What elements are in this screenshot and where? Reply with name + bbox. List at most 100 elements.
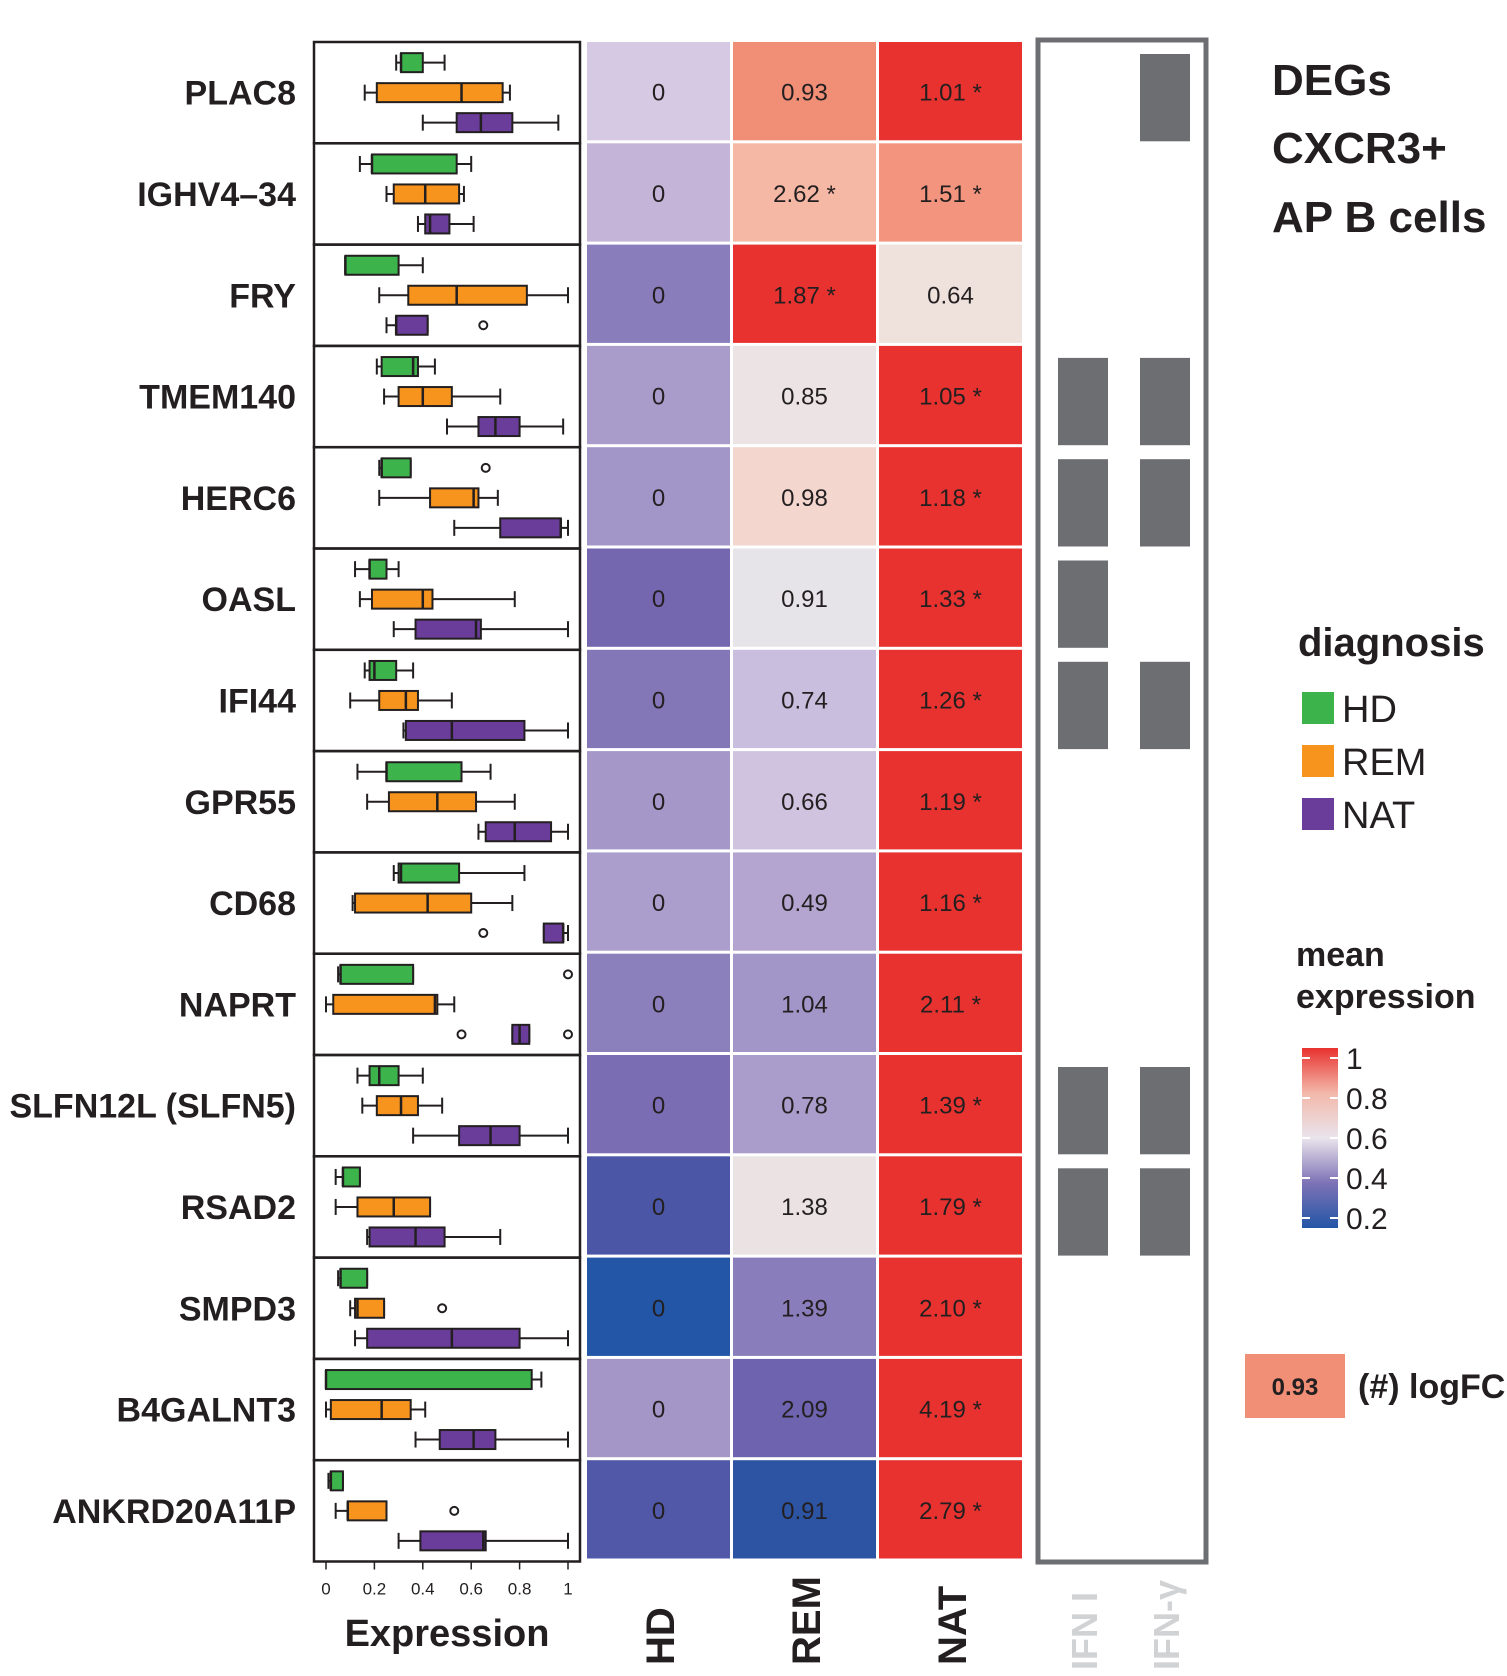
heatmap-cell — [733, 852, 876, 951]
title: DEGs CXCR3+ AP B cells — [1272, 56, 1486, 242]
diagnosis-legend: diagnosis HD REM NAT — [1298, 621, 1485, 837]
ifn-column-label: IFN-γ — [1146, 1580, 1187, 1670]
box-nat — [484, 821, 553, 843]
gene-label: IFI44 — [219, 682, 297, 720]
box-rem — [329, 1399, 412, 1421]
heatmap-cell — [879, 244, 1022, 343]
heatmap-cell-value: 0 — [652, 789, 665, 816]
heatmap-cell-value: 1.16 * — [919, 890, 982, 917]
heatmap-cell-value: 1.87 * — [773, 282, 836, 309]
x-tick-label: 0.2 — [363, 1580, 387, 1599]
legend-label-nat: NAT — [1342, 795, 1415, 837]
x-tick-label: 0 — [321, 1580, 330, 1599]
heatmap-cell-value: 0.74 — [781, 687, 828, 714]
heatmap-cell — [587, 42, 730, 141]
outlier-point — [480, 462, 491, 473]
box-hd — [329, 1470, 344, 1492]
ifng-mark — [1140, 1067, 1190, 1155]
heatmap-cell-value: 1.51 * — [919, 181, 982, 208]
heatmap-cell-value: 0.91 — [781, 1498, 828, 1525]
heatmap-cell-value: 1.01 * — [919, 80, 982, 107]
gene-label: SLFN12L (SLFN5) — [9, 1088, 296, 1126]
box-rem — [354, 892, 473, 914]
box-rem — [397, 386, 453, 408]
box-hd — [339, 963, 415, 985]
box-hd — [385, 761, 463, 783]
heatmap-cell — [879, 1156, 1022, 1255]
heatmap-cell-value: 0 — [652, 80, 665, 107]
heatmap-cell — [587, 852, 730, 951]
heatmap-cell — [587, 143, 730, 242]
heatmap-cell-value: 2.10 * — [919, 1295, 982, 1322]
heatmap-column-label: NAT — [931, 1586, 975, 1665]
outlier-point — [563, 1029, 573, 1040]
heatmap-cell — [879, 447, 1022, 546]
outlier-point — [478, 320, 489, 331]
heatmap-cell-value: 0.93 — [781, 80, 828, 107]
heatmap-cell-value: 2.11 * — [920, 991, 981, 1018]
colorbar-tick-label: 0.2 — [1346, 1203, 1388, 1236]
title-line-1: DEGs — [1272, 56, 1392, 105]
gene-label: RSAD2 — [181, 1189, 296, 1227]
colorbar-tick-label: 1 — [1346, 1043, 1363, 1076]
heatmap-cell-value: 2.79 * — [919, 1498, 982, 1525]
legend-label-rem: REM — [1342, 742, 1426, 784]
heatmap-cell — [733, 1460, 876, 1559]
gene-label: GPR55 — [185, 784, 297, 822]
heatmap-cell — [733, 244, 876, 343]
ifn-panel: IFN I IFN-γ — [1035, 37, 1209, 1670]
box-hd — [368, 659, 398, 681]
box-nat — [499, 517, 562, 539]
gene-label: IGHV4–34 — [137, 176, 296, 214]
box-nat — [414, 618, 482, 640]
heatmap-cell-value: 0 — [652, 485, 665, 512]
x-tick-label: 0.6 — [459, 1580, 483, 1599]
box-nat — [395, 314, 429, 336]
box-rem — [375, 1095, 419, 1117]
heatmap-cell — [587, 447, 730, 546]
box-hd — [400, 52, 424, 74]
colorbar-ticks: 1 0.8 0.6 0.4 0.2 — [1302, 1043, 1388, 1236]
colorbar-tick-label: 0.4 — [1346, 1163, 1388, 1196]
heatmap-cell — [879, 751, 1022, 850]
outlier-point — [437, 1303, 448, 1314]
heatmap-cell — [587, 649, 730, 749]
diagnosis-legend-title: diagnosis — [1298, 621, 1485, 665]
box-nat — [542, 922, 565, 944]
box-hd — [344, 254, 400, 276]
outlier-point — [478, 928, 489, 939]
title-line-2: CXCR3+ — [1272, 124, 1447, 173]
boxplot-axis: 0 0.2 0.4 0.6 0.8 1 Expression — [321, 1560, 573, 1655]
box-rem — [429, 487, 480, 509]
box-rem — [387, 791, 478, 813]
heatmap-cell-value: 0 — [652, 181, 665, 208]
heatmap-column-label: HD — [639, 1607, 683, 1665]
box-rem — [407, 284, 528, 306]
legend-swatch-rem — [1302, 745, 1334, 777]
heatmap-cell-value: 0.78 — [781, 1093, 828, 1120]
box-rem — [346, 1500, 388, 1522]
heatmap-cell — [587, 1460, 730, 1559]
outlier-point — [456, 1029, 467, 1040]
box-rem — [370, 588, 434, 610]
heatmap-cell-value: 0.91 — [781, 586, 828, 613]
gene-label: TMEM140 — [139, 379, 296, 417]
x-axis-title: Expression — [345, 1613, 550, 1655]
heatmap-cell — [733, 649, 876, 749]
heatmap-cell — [733, 1156, 876, 1255]
legend-swatch-hd — [1302, 692, 1334, 724]
x-tick-label: 1 — [563, 1580, 572, 1599]
box-nat — [368, 1226, 446, 1248]
ifn-column-label: IFN I — [1064, 1592, 1105, 1670]
colorbar-tick-label: 0.8 — [1346, 1083, 1388, 1116]
legend-label-hd: HD — [1342, 689, 1397, 731]
box-hd — [341, 1166, 361, 1188]
gene-label: HERC6 — [181, 480, 296, 518]
heatmap-cell — [733, 447, 876, 546]
heatmap-cell — [733, 1055, 876, 1154]
box-nat — [419, 1530, 487, 1552]
ifn1-mark — [1058, 1168, 1108, 1256]
heatmap-cell — [587, 1358, 730, 1458]
heatmap-cell-value: 4.19 * — [919, 1397, 982, 1424]
boxplot-panel — [312, 40, 582, 1563]
